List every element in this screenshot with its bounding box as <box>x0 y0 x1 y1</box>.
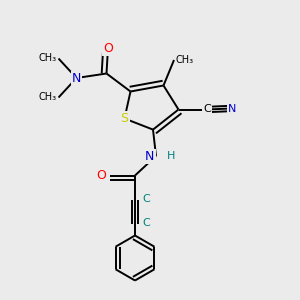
Text: C: C <box>142 218 150 229</box>
Text: S: S <box>121 112 128 125</box>
Text: O: O <box>97 169 106 182</box>
Text: CH₃: CH₃ <box>176 55 194 65</box>
Text: C: C <box>203 104 211 115</box>
Text: O: O <box>103 41 113 55</box>
Text: C: C <box>142 194 150 205</box>
Text: N: N <box>228 103 237 114</box>
Text: N: N <box>145 149 154 163</box>
Text: CH₃: CH₃ <box>39 53 57 64</box>
Text: N: N <box>72 71 81 85</box>
Text: CH₃: CH₃ <box>39 92 57 103</box>
Text: H: H <box>167 151 175 161</box>
